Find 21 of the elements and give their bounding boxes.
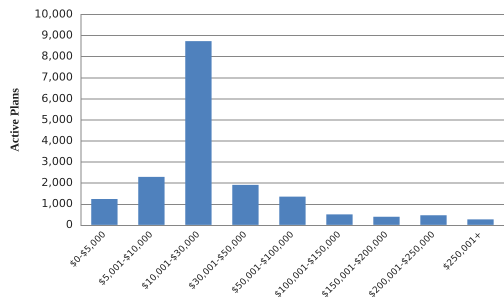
bar <box>91 198 118 225</box>
y-tick-label: 9,000 <box>41 28 73 42</box>
y-tick-label: 7,000 <box>41 70 73 84</box>
bar <box>467 219 494 225</box>
y-tick-label: 3,000 <box>41 154 73 168</box>
bar <box>326 214 353 225</box>
bar <box>138 176 165 225</box>
y-tick-label: 10,000 <box>34 7 73 20</box>
bar <box>373 216 400 225</box>
bar <box>232 184 259 225</box>
y-axis-title: Active Plans <box>7 88 22 152</box>
bar <box>185 41 212 225</box>
y-tick-label: 2,000 <box>41 176 73 190</box>
y-tick-label: 6,000 <box>41 92 73 105</box>
y-tick-label: 0 <box>66 218 73 232</box>
y-tick-label: 1,000 <box>41 197 73 210</box>
y-tick-label: 4,000 <box>41 134 73 147</box>
bar <box>279 196 306 225</box>
y-tick-label: 8,000 <box>41 50 73 63</box>
bar <box>420 215 447 225</box>
y-tick-label: 5,000 <box>41 112 73 126</box>
